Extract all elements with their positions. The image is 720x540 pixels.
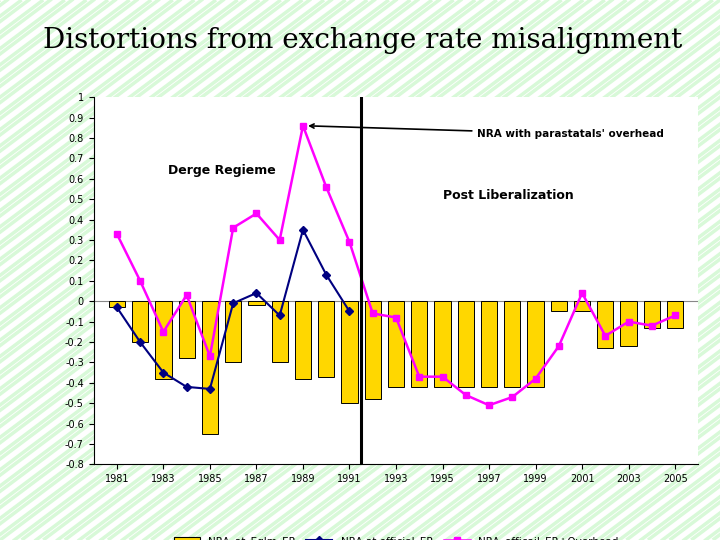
Bar [341, 301, 358, 403]
Text: Post Liberalization: Post Liberalization [443, 188, 573, 201]
Bar [271, 301, 288, 362]
Bar [202, 301, 218, 434]
Bar [667, 301, 683, 328]
Bar [574, 301, 590, 312]
Bar [411, 301, 428, 387]
Bar [504, 301, 521, 387]
Bar [179, 301, 195, 359]
Bar [318, 301, 334, 377]
Text: Distortions from exchange rate misalignment: Distortions from exchange rate misalignm… [43, 27, 683, 54]
Bar [597, 301, 613, 348]
Bar [109, 301, 125, 307]
Bar [644, 301, 660, 328]
Bar [434, 301, 451, 387]
Bar [388, 301, 404, 387]
Bar [364, 301, 381, 399]
Bar [528, 301, 544, 387]
Text: NRA with parastatals' overhead: NRA with parastatals' overhead [310, 124, 665, 139]
Text: Derge Regieme: Derge Regieme [168, 164, 276, 177]
Bar [156, 301, 171, 379]
Bar [294, 301, 311, 379]
Bar [481, 301, 498, 387]
Bar [132, 301, 148, 342]
Bar [458, 301, 474, 387]
Bar [248, 301, 264, 305]
Bar [225, 301, 241, 362]
Bar [621, 301, 636, 346]
Bar [551, 301, 567, 312]
Legend: NRA_at_Eqlm_ER, NRA at official_ER, NRA_officail_ER+Overhead: NRA_at_Eqlm_ER, NRA at official_ER, NRA_… [169, 532, 623, 540]
